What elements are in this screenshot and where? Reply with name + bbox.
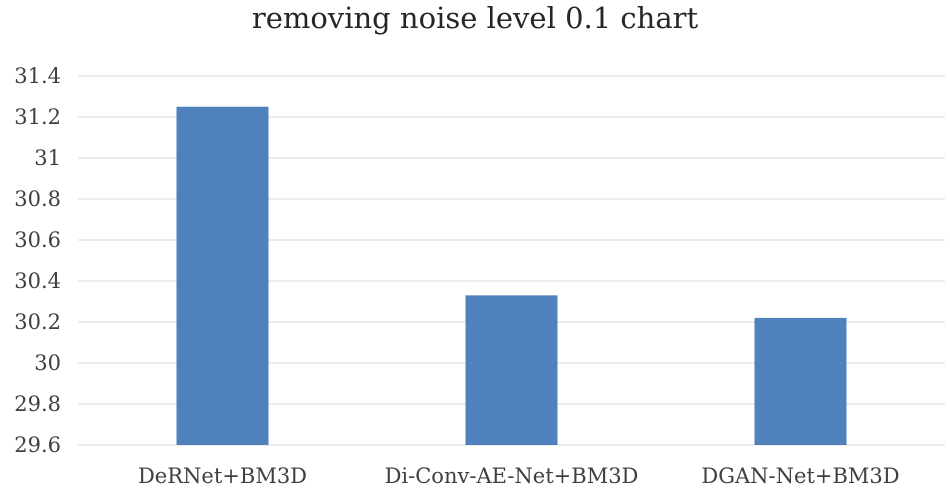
- y-tick-label: 30.6: [14, 228, 61, 252]
- bars: [176, 106, 847, 445]
- y-tick-label: 31.2: [14, 105, 61, 129]
- x-axis-category-labels: DeRNet+BM3D Di-Conv-AE-Net+BM3D DGAN-Net+B…: [138, 464, 900, 488]
- x-category-label: Di-Conv-AE-Net+BM3D: [385, 464, 639, 488]
- bar-dgan-net-bm3d: [754, 317, 847, 445]
- y-axis-tick-labels: 29.6 29.8 30 30.2 30.4 30.6 30.8 31 31.2 31.4: [14, 64, 61, 457]
- y-tick-label: 31.4: [14, 64, 61, 88]
- y-tick-label: 29.6: [14, 433, 61, 457]
- x-category-label: DGAN-Net+BM3D: [701, 464, 899, 488]
- chart-title: removing noise level 0.1 chart: [251, 1, 699, 35]
- y-tick-label: 30.2: [14, 310, 61, 334]
- bar-dernet-bm3d: [176, 106, 269, 445]
- y-tick-label: 31: [34, 146, 61, 170]
- y-tick-label: 29.8: [14, 392, 61, 416]
- y-tick-label: 30: [34, 351, 61, 375]
- y-tick-label: 30.8: [14, 187, 61, 211]
- bar-di-conv-ae-net-bm3d: [465, 295, 558, 445]
- y-tick-label: 30.4: [14, 269, 61, 293]
- x-category-label: DeRNet+BM3D: [138, 464, 307, 488]
